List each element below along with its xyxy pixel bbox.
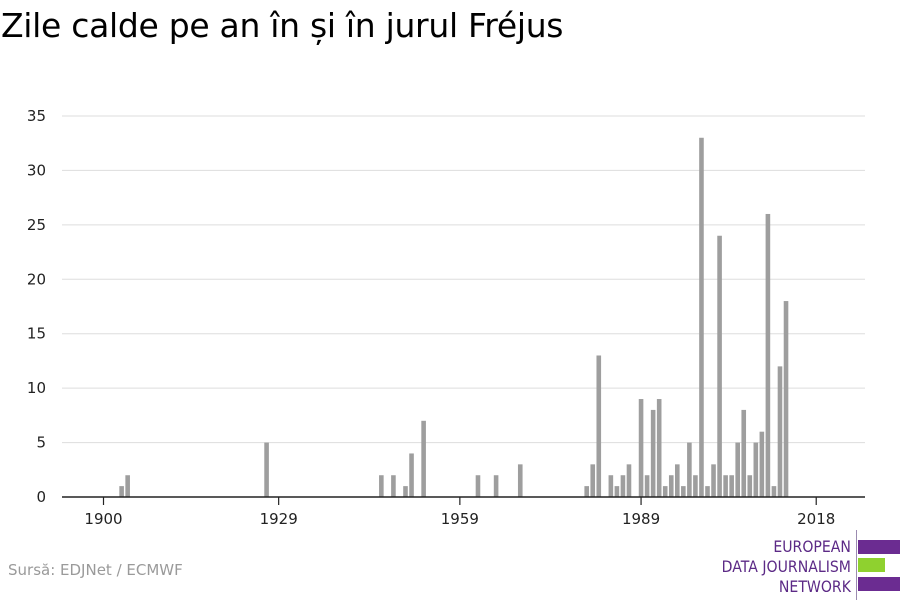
bar-1989 [638,399,644,497]
bar-1990 [644,475,650,497]
bar-1982 [596,355,602,497]
bar-2013 [783,301,789,497]
y-tick-label: 20 [27,270,46,288]
edjnet-logo-text: EUROPEAN DATA JOURNALISM NETWORK [722,537,851,597]
bar-2002 [717,235,722,497]
bar-1984 [608,475,614,497]
bar-1927 [264,442,269,497]
y-tick-label: 35 [27,107,46,125]
bar-1950 [403,486,408,497]
logo-bar-purple-top [858,540,900,554]
logo-divider [856,530,857,600]
logo-bar-green [858,558,885,572]
bar-2007 [747,475,753,497]
bar-2001 [711,464,716,497]
bar-1998 [693,475,698,497]
x-tick-label: 1989 [622,510,660,528]
bar-2011 [771,486,777,497]
bar-1995 [675,464,680,497]
bar-1962 [475,475,481,497]
bar-1992 [656,399,662,497]
logo-bar-purple-bottom [858,577,900,591]
y-axis-ticks: 0 5 10 15 20 25 30 35 [27,107,46,506]
bar-2010 [765,213,771,497]
x-tick-label: 1900 [84,510,122,528]
bar-1999 [699,137,704,497]
logo-line-1: EUROPEAN [773,537,851,556]
bar-1980 [584,486,589,497]
source-note: Sursă: EDJNet / ECMWF [8,561,183,579]
bar-1993 [662,486,668,497]
bar-1996 [681,486,686,497]
bar-1987 [626,464,632,497]
bars [119,137,789,497]
bar-2000 [705,486,710,497]
y-tick-label: 25 [27,216,46,234]
bar-1965 [493,475,499,497]
bar-1969 [517,464,523,497]
bar-1981 [590,464,596,497]
bar-2009 [759,431,765,497]
y-tick-label: 10 [27,379,46,397]
x-axis-ticks: 1900 1929 1959 1989 2018 [62,496,865,528]
bar-1903 [119,486,124,497]
gridlines [62,115,865,444]
y-tick-label: 5 [36,434,46,452]
bar-1991 [650,409,656,497]
bar-2004 [729,475,734,497]
bar-2005 [735,442,740,497]
bar-2012 [777,366,783,497]
bar-1904 [125,475,130,497]
y-tick-label: 30 [27,161,46,179]
y-tick-label: 15 [27,325,46,343]
bar-1985 [614,486,620,497]
bar-1986 [620,475,626,497]
bar-2008 [753,442,759,497]
bar-1953 [421,420,426,497]
bar-1948 [391,475,396,497]
bar-2003 [723,475,728,497]
chart-title: Zile calde pe an în și în jurul Fréjus [1,6,564,45]
y-tick-label: 0 [36,488,46,506]
x-tick-label: 1929 [260,510,298,528]
bar-1997 [687,442,692,497]
bar-1994 [668,475,674,497]
x-tick-label: 1959 [441,510,479,528]
bar-chart: 0 5 10 15 20 25 30 35 1900 1929 1959 1989 2018 [27,107,865,528]
logo-line-2: DATA JOURNALISM [721,557,851,576]
bar-2006 [741,409,747,497]
logo-line-3: NETWORK [778,577,851,596]
x-tick-label: 2018 [797,510,835,528]
bar-1946 [379,475,384,497]
bar-1951 [409,453,414,497]
